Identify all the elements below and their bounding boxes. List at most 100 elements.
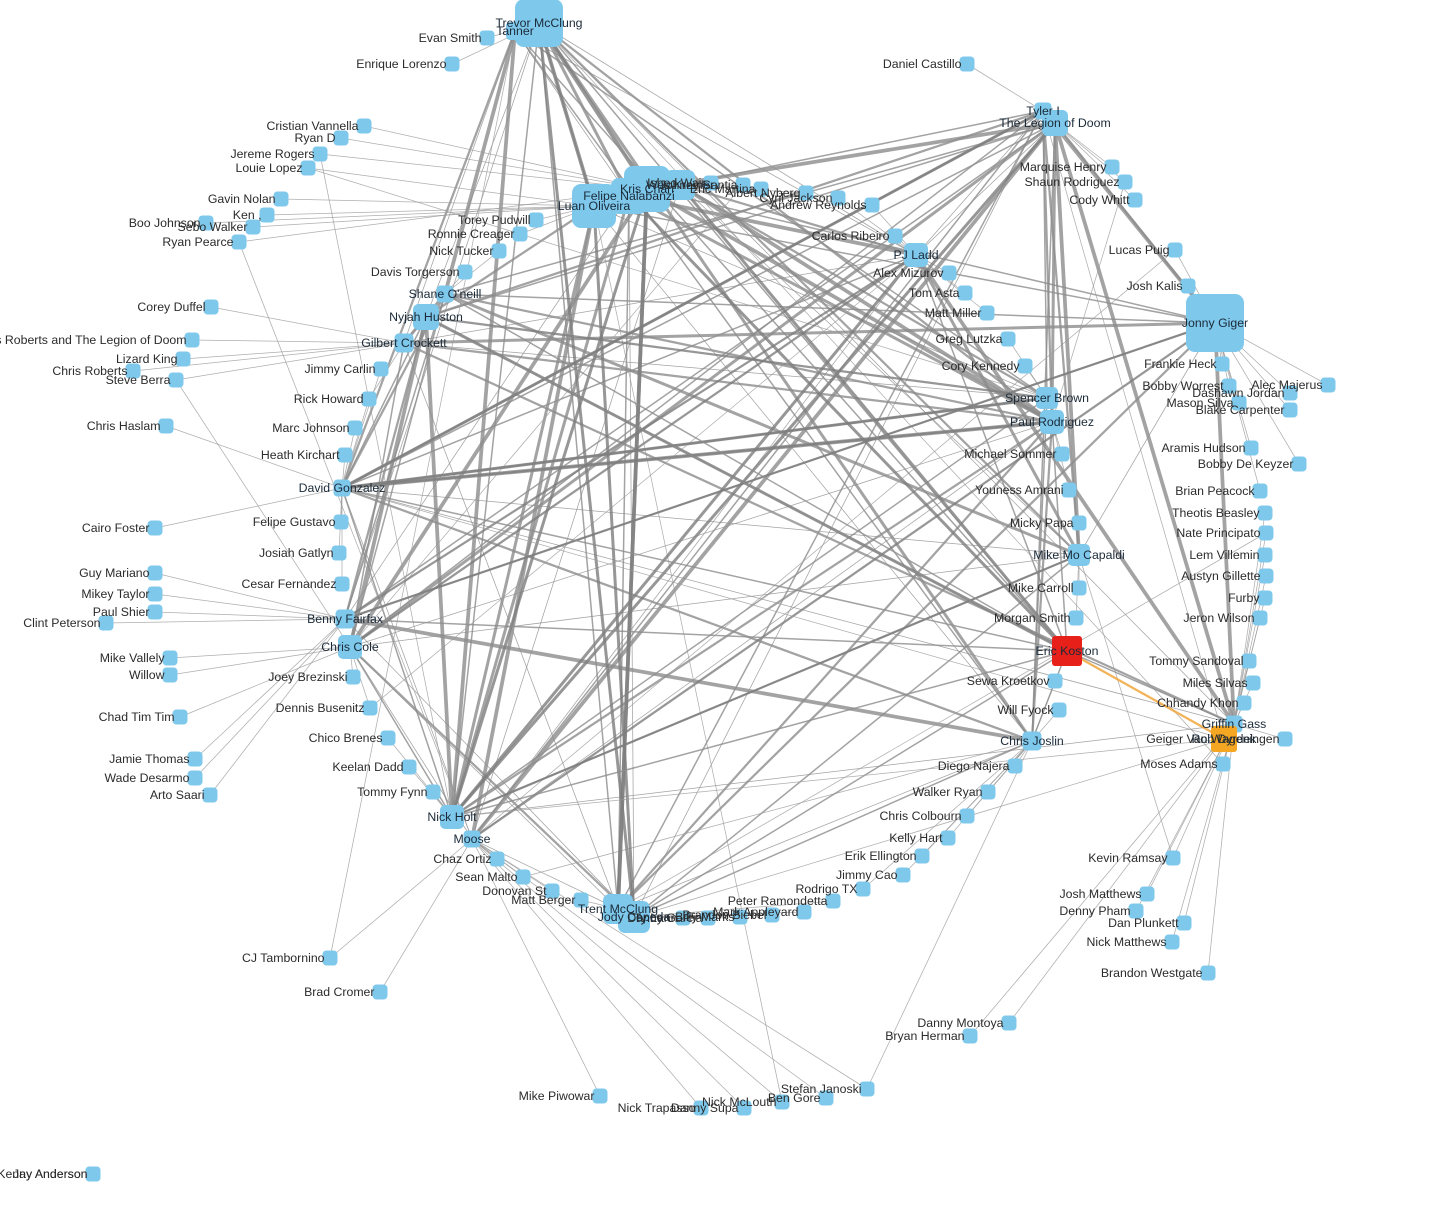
svg-text:Sewa Kroetkov: Sewa Kroetkov	[967, 674, 1051, 688]
svg-text:Moose: Moose	[454, 832, 491, 846]
svg-text:Furby: Furby	[1228, 591, 1260, 605]
svg-text:Trevor McClung: Trevor McClung	[495, 16, 582, 30]
svg-text:Miles Silvas: Miles Silvas	[1183, 676, 1248, 690]
svg-text:Joey Brezinski: Joey Brezinski	[268, 670, 347, 684]
svg-text:Ken ,: Ken ,	[233, 208, 262, 222]
svg-text:Marquise Henry: Marquise Henry	[1020, 160, 1108, 174]
svg-text:Nyjah Huston: Nyjah Huston	[389, 310, 463, 324]
svg-text:Lucas Puig: Lucas Puig	[1109, 243, 1170, 257]
svg-text:Ryan D: Ryan D	[294, 131, 335, 145]
svg-text:Mikey Taylor: Mikey Taylor	[81, 587, 149, 601]
svg-text:Sean Malto: Sean Malto	[455, 870, 517, 884]
svg-text:Rob Dyrdek: Rob Dyrdek	[1192, 732, 1258, 746]
svg-text:PJ Ladd: PJ Ladd	[893, 248, 938, 262]
svg-text:Clint Peterson: Clint Peterson	[23, 616, 100, 630]
svg-text:Shaun Rodriguez: Shaun Rodriguez	[1024, 175, 1119, 189]
svg-text:Benny Fairfax: Benny Fairfax	[307, 612, 384, 626]
svg-text:Andrew Reynolds: Andrew Reynolds	[770, 198, 866, 212]
svg-text:Nick Trapasso: Nick Trapasso	[618, 1101, 696, 1115]
svg-text:Cristian Vannella: Cristian Vannella	[266, 119, 358, 133]
svg-text:Mike Carroll: Mike Carroll	[1008, 581, 1074, 595]
svg-text:Chris Joslin: Chris Joslin	[1000, 734, 1064, 748]
svg-text:Griffin Gass: Griffin Gass	[1202, 717, 1267, 731]
svg-text:Josh Kalis: Josh Kalis	[1126, 279, 1182, 293]
svg-text:Felipe Gustavo: Felipe Gustavo	[253, 515, 336, 529]
svg-text:CJ Tambornino: CJ Tambornino	[242, 951, 325, 965]
svg-text:Frankie Heck: Frankie Heck	[1144, 357, 1217, 371]
svg-text:Heath Kirchart: Heath Kirchart	[261, 448, 340, 462]
svg-text:Enrique Lorenzo: Enrique Lorenzo	[356, 57, 446, 71]
svg-text:Tom Asta: Tom Asta	[909, 286, 960, 300]
svg-text:Jonny Giger: Jonny Giger	[1182, 316, 1248, 330]
svg-text:Louie Lopez: Louie Lopez	[235, 161, 302, 175]
svg-text:Cory Kennedy: Cory Kennedy	[942, 359, 1021, 373]
svg-text:Keelan Dadd: Keelan Dadd	[332, 760, 403, 774]
svg-text:Theotis Beasley: Theotis Beasley	[1172, 506, 1260, 520]
svg-text:Walker Ryan: Walker Ryan	[913, 785, 983, 799]
svg-text:Rick Howard: Rick Howard	[294, 392, 364, 406]
svg-text:Trent McClung: Trent McClung	[578, 902, 658, 916]
svg-text:Jay Anderson: Jay Anderson	[13, 1167, 88, 1181]
svg-text:Brandon Westgate: Brandon Westgate	[1101, 966, 1203, 980]
svg-text:Shane O'neill: Shane O'neill	[409, 287, 482, 301]
svg-text:Eric Koston: Eric Koston	[1036, 644, 1099, 658]
svg-text:Will Fyock: Will Fyock	[997, 703, 1054, 717]
svg-text:Austyn Gillette: Austyn Gillette	[1181, 569, 1260, 583]
svg-text:Chris Roberts: Chris Roberts	[52, 364, 127, 378]
svg-text:Dennis Busenitz: Dennis Busenitz	[276, 701, 365, 715]
svg-text:Marc Johnson: Marc Johnson	[272, 421, 349, 435]
svg-text:Chris Haslam: Chris Haslam	[87, 419, 161, 433]
svg-text:Brian Peacock: Brian Peacock	[1175, 484, 1255, 498]
svg-text:Davis Torgerson: Davis Torgerson	[371, 265, 460, 279]
svg-text:Jamie Thomas: Jamie Thomas	[109, 752, 189, 766]
svg-text:Nick Tucker: Nick Tucker	[429, 244, 493, 258]
svg-text:Bryan Herman: Bryan Herman	[885, 1029, 964, 1043]
svg-text:Blake Carpenter: Blake Carpenter	[1196, 403, 1285, 417]
svg-text:Gavin Nolan: Gavin Nolan	[208, 192, 276, 206]
svg-text:Lizard King: Lizard King	[116, 352, 178, 366]
svg-text:Mike Piwowar: Mike Piwowar	[519, 1089, 595, 1103]
svg-text:Paul Rodriguez: Paul Rodriguez	[1010, 415, 1094, 429]
svg-text:Sebo Walker: Sebo Walker	[178, 220, 248, 234]
svg-text:Chris Roberts and The Legion o: Chris Roberts and The Legion of Doom	[0, 333, 187, 347]
svg-text:Greg Lutzka: Greg Lutzka	[936, 332, 1003, 346]
svg-text:Tommy Sandoval: Tommy Sandoval	[1149, 654, 1243, 668]
svg-text:Chris Cole: Chris Cole	[321, 640, 379, 654]
svg-text:Chris Colbourn: Chris Colbourn	[879, 809, 961, 823]
svg-text:Arto Saari: Arto Saari	[150, 788, 205, 802]
svg-text:Wade Desarmo: Wade Desarmo	[105, 771, 190, 785]
svg-text:Kelly Hart: Kelly Hart	[889, 831, 943, 845]
svg-text:Mike Vallely: Mike Vallely	[100, 651, 166, 665]
svg-text:Jereme Rogers: Jereme Rogers	[230, 147, 314, 161]
svg-text:Michael Sommer: Michael Sommer	[964, 447, 1056, 461]
svg-text:Dan Plunkett: Dan Plunkett	[1108, 916, 1179, 930]
svg-text:Cody Whitt: Cody Whitt	[1069, 193, 1130, 207]
svg-text:Nick Holt: Nick Holt	[427, 810, 477, 824]
svg-text:Matt Berger: Matt Berger	[511, 893, 575, 907]
svg-text:Cairo Foster: Cairo Foster	[82, 521, 150, 535]
svg-text:Evan Smith: Evan Smith	[419, 31, 482, 45]
svg-text:Micky Papa: Micky Papa	[1010, 516, 1074, 530]
svg-text:Matt Miller: Matt Miller	[925, 306, 982, 320]
svg-text:Daniel Castillo: Daniel Castillo	[883, 57, 962, 71]
svg-text:Morgan Smith: Morgan Smith	[994, 611, 1071, 625]
svg-text:Kevin Ramsay: Kevin Ramsay	[1088, 851, 1168, 865]
svg-text:Gilbert Crockett: Gilbert Crockett	[361, 336, 447, 350]
svg-text:Torey Pudwill: Torey Pudwill	[458, 213, 530, 227]
svg-text:Nick Matthews: Nick Matthews	[1087, 935, 1167, 949]
svg-text:Alex Mizurov: Alex Mizurov	[873, 266, 944, 280]
svg-text:Josiah Gatlyn: Josiah Gatlyn	[259, 546, 334, 560]
svg-text:Corey Duffel: Corey Duffel	[137, 300, 205, 314]
svg-text:Nate Principato: Nate Principato	[1176, 526, 1260, 540]
svg-text:Chad Tim Tim: Chad Tim Tim	[99, 710, 175, 724]
svg-text:Moses Adams: Moses Adams	[1140, 757, 1217, 771]
svg-text:Mike Mo Capaldi: Mike Mo Capaldi	[1033, 548, 1125, 562]
svg-text:Tommy Fynn: Tommy Fynn	[357, 785, 428, 799]
svg-text:Diego Najera: Diego Najera	[938, 759, 1010, 773]
svg-text:Willow: Willow	[129, 668, 165, 682]
svg-text:Jimmy Cao: Jimmy Cao	[836, 868, 898, 882]
svg-text:Youness Amrani: Youness Amrani	[975, 483, 1063, 497]
svg-text:Spencer Brown: Spencer Brown	[1005, 391, 1089, 405]
svg-text:Chico Brenes: Chico Brenes	[309, 731, 383, 745]
svg-text:Cesar Fernandez: Cesar Fernandez	[241, 577, 336, 591]
